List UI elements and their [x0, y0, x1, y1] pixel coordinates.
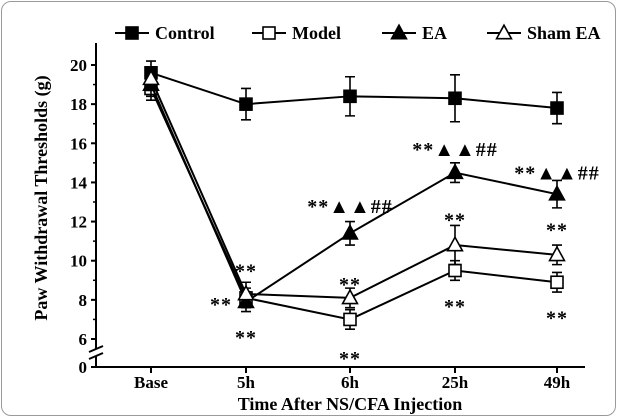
legend: Control Model EA Sham EA [115, 23, 601, 43]
data-point [446, 163, 464, 180]
significance-annotation: **▲▲## [514, 163, 600, 185]
significance-annotation: ** [339, 348, 361, 370]
series-line [150, 78, 558, 299]
data-point [448, 91, 462, 106]
legend-label: Model [292, 23, 341, 43]
legend-label: Sham EA [527, 23, 601, 43]
y-tick-label: 14 [70, 173, 88, 192]
significance-annotation: ** [546, 219, 568, 241]
x-axis-label: Time After NS/CFA Injection [238, 394, 462, 414]
significance-annotation: ** [235, 261, 257, 283]
significance-annotation: **▲▲## [307, 196, 393, 218]
legend-marker [125, 26, 139, 40]
legend-marker [390, 23, 408, 40]
series-line [150, 84, 558, 304]
data-point [448, 263, 462, 278]
legend-marker [495, 23, 513, 40]
data-point [343, 89, 357, 104]
data-point [548, 245, 566, 262]
data-point [446, 235, 464, 252]
data-point [341, 223, 359, 240]
data-point [343, 312, 357, 327]
data-point [142, 69, 160, 86]
y-tick-label: 10 [70, 252, 87, 271]
significance-annotation: ** [546, 308, 568, 330]
y-tick-label: 0 [79, 358, 88, 377]
legend-item-control: Control [115, 23, 215, 43]
series-layer [142, 60, 566, 331]
x-tick-label: 25h [442, 373, 469, 392]
data-point [550, 275, 564, 290]
y-tick-label: 12 [70, 213, 87, 232]
significance-annotation: ** [210, 294, 232, 316]
x-tick-label: Base [134, 373, 168, 392]
y-axis-label: Paw Withdrawal Thresholds (g) [31, 75, 52, 320]
data-point [550, 101, 564, 115]
annotation-layer: ********▲▲##******▲▲##******▲▲##**** [210, 139, 600, 370]
legend-label: Control [155, 23, 215, 43]
series-sham-ea [142, 66, 566, 309]
legend-item-ea: EA [382, 23, 447, 43]
y-tick-label: 16 [70, 134, 87, 153]
significance-annotation: ** [235, 327, 257, 349]
series-ea [142, 72, 566, 313]
data-point [239, 97, 253, 111]
axes: 0 6 8 10 12 14 16 18 20 Base 5h 6h 25h 49h [70, 43, 585, 392]
significance-annotation: ** [339, 274, 361, 296]
significance-annotation: **▲▲## [412, 139, 498, 161]
series-control [144, 60, 564, 125]
y-tick-label: 18 [70, 95, 87, 114]
legend-marker [262, 26, 276, 40]
x-tick-label: 49h [544, 373, 571, 392]
y-tick-label: 8 [79, 291, 88, 310]
data-point [341, 288, 359, 305]
y-tick-label: 20 [70, 56, 87, 75]
x-tick-label: 5h [237, 373, 256, 392]
legend-item-model: Model [252, 23, 341, 43]
significance-annotation: ** [444, 210, 466, 232]
data-point [237, 284, 255, 301]
data-point [548, 184, 566, 201]
y-tick-label: 6 [79, 330, 88, 349]
x-tick-label: 6h [341, 373, 360, 392]
legend-item-sham-ea: Sham EA [487, 23, 601, 43]
significance-annotation: ** [444, 296, 466, 318]
legend-label: EA [422, 23, 447, 43]
